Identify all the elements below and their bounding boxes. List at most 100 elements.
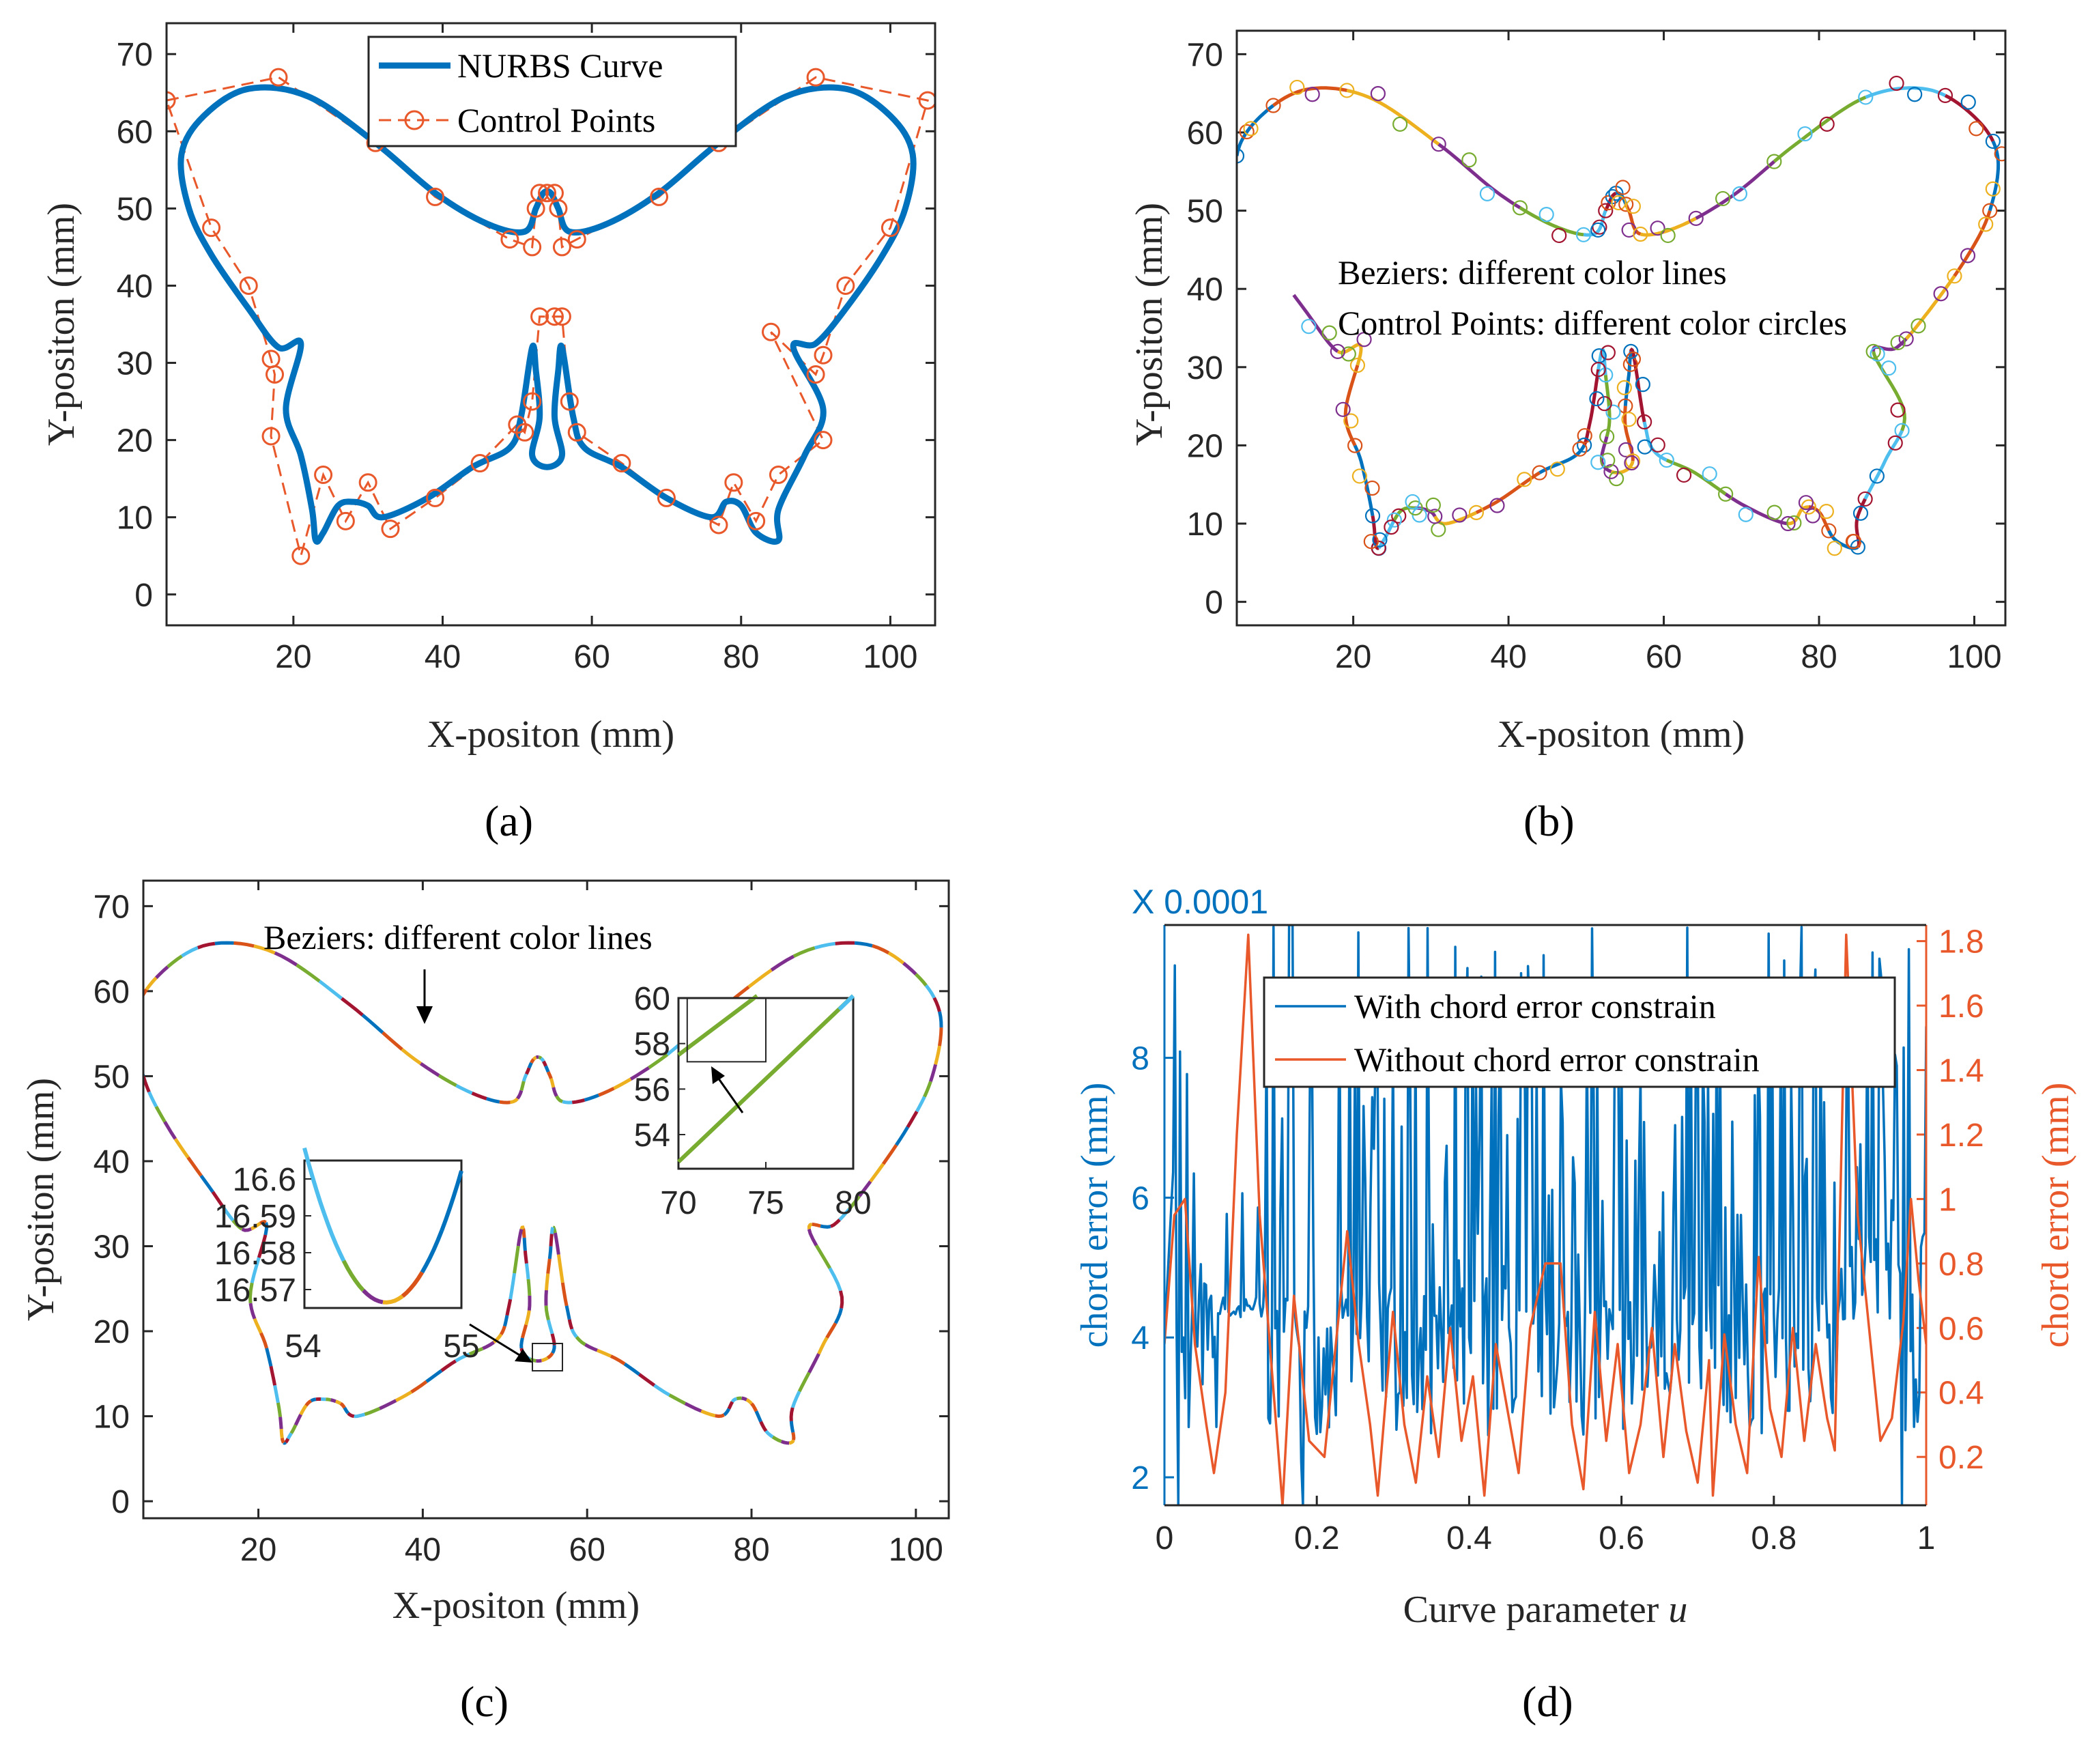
bezier-segment: [286, 1432, 293, 1440]
control-point-marker: [269, 68, 288, 87]
bezier-control-circle: [1624, 453, 1641, 469]
bezier-segment: [524, 1310, 531, 1326]
bezier-segment: [1855, 498, 1867, 548]
bezier-segment: [513, 1245, 520, 1274]
bezier-segment: [750, 1402, 758, 1412]
bezier-control-circle: [1425, 497, 1441, 513]
control-point-marker: [239, 276, 258, 295]
bezier-segment: [134, 1016, 135, 1022]
panel-b-axes-box: [1235, 29, 2007, 627]
panel-d-xtick-label: 1: [1917, 1520, 1936, 1556]
bezier-control-circle: [1599, 429, 1615, 444]
bezier-segment: [455, 1083, 473, 1095]
bezier-control-circle: [1982, 203, 1998, 218]
bezier-control-circle: [1372, 532, 1388, 547]
bezier-segment: [747, 968, 773, 988]
bezier-segment: [1629, 347, 1646, 423]
bezier-control-circle: [1702, 466, 1717, 482]
bezier-segment: [294, 1413, 302, 1426]
bezier-segment: [347, 1412, 355, 1419]
bezier-segment: [596, 1348, 612, 1358]
panel-a-ylabel: Y-positon (mm): [40, 203, 83, 446]
panel-a: 20 40 60 80 100 0 10 20 30 40 50 60 70 NURBS Curve C…: [40, 22, 936, 845]
panel-b-ytick-label: 0: [1205, 585, 1223, 621]
bezier-segment: [253, 944, 276, 955]
panel-c-caption: (c): [460, 1677, 509, 1726]
bezier-control-circle: [1890, 402, 1906, 418]
bezier-control-circle: [1801, 499, 1816, 515]
panel-d-ytick-right-label: 1.6: [1938, 988, 1984, 1025]
bezier-segment: [575, 1335, 586, 1346]
bezier-control-circle: [1780, 515, 1796, 532]
control-point-marker: [261, 427, 281, 446]
panel-b-xlabel: X-positon (mm): [1498, 713, 1745, 756]
bezier-segment: [425, 1369, 443, 1383]
bezier-segment: [299, 1404, 308, 1416]
panel-a-ytick-label: 70: [117, 37, 153, 73]
bezier-segment: [135, 1002, 139, 1016]
control-point-marker: [500, 230, 519, 249]
bezier-segment: [570, 1328, 578, 1338]
inset-left-segment: [362, 1289, 384, 1305]
inset-right-arrowhead: [711, 1066, 725, 1084]
bezier-segment: [730, 1397, 738, 1403]
control-point-marker: [381, 520, 400, 539]
control-point-marker: [612, 454, 631, 473]
bezier-segment: [825, 1322, 838, 1339]
panel-a-ytick-label: 0: [134, 578, 153, 614]
bezier-control-circle: [1364, 508, 1381, 524]
bezier-control-circle: [1356, 332, 1372, 347]
bezier-segment: [541, 1356, 549, 1363]
bezier-control-circle: [1412, 507, 1427, 523]
panel-b-ytick-label: 60: [1187, 115, 1223, 152]
control-point-marker: [761, 322, 780, 341]
bezier-segment: [1827, 530, 1859, 550]
bezier-segment: [829, 1218, 841, 1228]
bezier-control-circle: [1347, 438, 1363, 453]
inset-right-xtick-label: 70: [660, 1185, 696, 1221]
bezier-control-circle: [1947, 268, 1962, 284]
bezier-segment: [668, 1393, 686, 1406]
bezier-segment: [248, 1282, 254, 1304]
bezier-segment: [915, 1096, 926, 1113]
panel-a-xtick-label: 80: [723, 639, 759, 675]
bezier-control-circle: [1343, 413, 1359, 429]
bezier-control-circle: [1625, 199, 1641, 214]
panel-c-ytick-label: 60: [94, 974, 130, 1010]
bezier-control-circle: [1590, 455, 1606, 470]
control-point-marker: [261, 350, 281, 369]
bezier-segment: [881, 1144, 898, 1165]
bezier-control-circle: [1289, 79, 1305, 96]
panel-d-ytick-right-label: 0.6: [1938, 1311, 1984, 1347]
control-point-marker: [358, 473, 377, 492]
inset-left-ytick-label: 16.58: [214, 1236, 296, 1272]
panel-c-grid-ticks: 20 40 60 80 100 0 10 20 30 40 50 60 70: [94, 881, 949, 1568]
bezier-segment: [623, 1362, 640, 1376]
bezier-control-circle: [1603, 464, 1619, 479]
bezier-segment: [278, 1417, 283, 1429]
panel-b-xtick-label: 60: [1646, 639, 1682, 675]
bezier-segment: [715, 1413, 725, 1419]
bezier-segment: [522, 1237, 527, 1251]
panel-b-ytick-label: 20: [1187, 428, 1223, 464]
bezier-control-circle: [1688, 210, 1704, 226]
bezier-segment: [521, 1073, 528, 1082]
bezier-segment: [929, 1064, 938, 1083]
bezier-control-circle: [1551, 227, 1567, 244]
panel-a-ytick-label: 10: [117, 500, 153, 537]
bezier-control-circle: [1819, 116, 1835, 132]
panel-a-axes-box: [165, 22, 936, 627]
panel-b-text-control-points: Control Points: different color circles: [1338, 304, 1847, 342]
bezier-control-circle: [1405, 494, 1420, 510]
bezier-control-circle: [1489, 498, 1505, 513]
bezier-control-circle: [1786, 515, 1802, 531]
bezier-segment: [556, 1254, 564, 1283]
bezier-segment: [790, 1391, 801, 1408]
control-point-marker: [426, 488, 445, 507]
bezier-control-circle: [1624, 455, 1640, 471]
bezier-control-circle: [1532, 465, 1547, 481]
control-point-marker: [426, 187, 445, 206]
bezier-control-circle: [1907, 87, 1923, 102]
bezier-segment: [546, 1319, 554, 1335]
control-point-marker: [650, 187, 669, 206]
